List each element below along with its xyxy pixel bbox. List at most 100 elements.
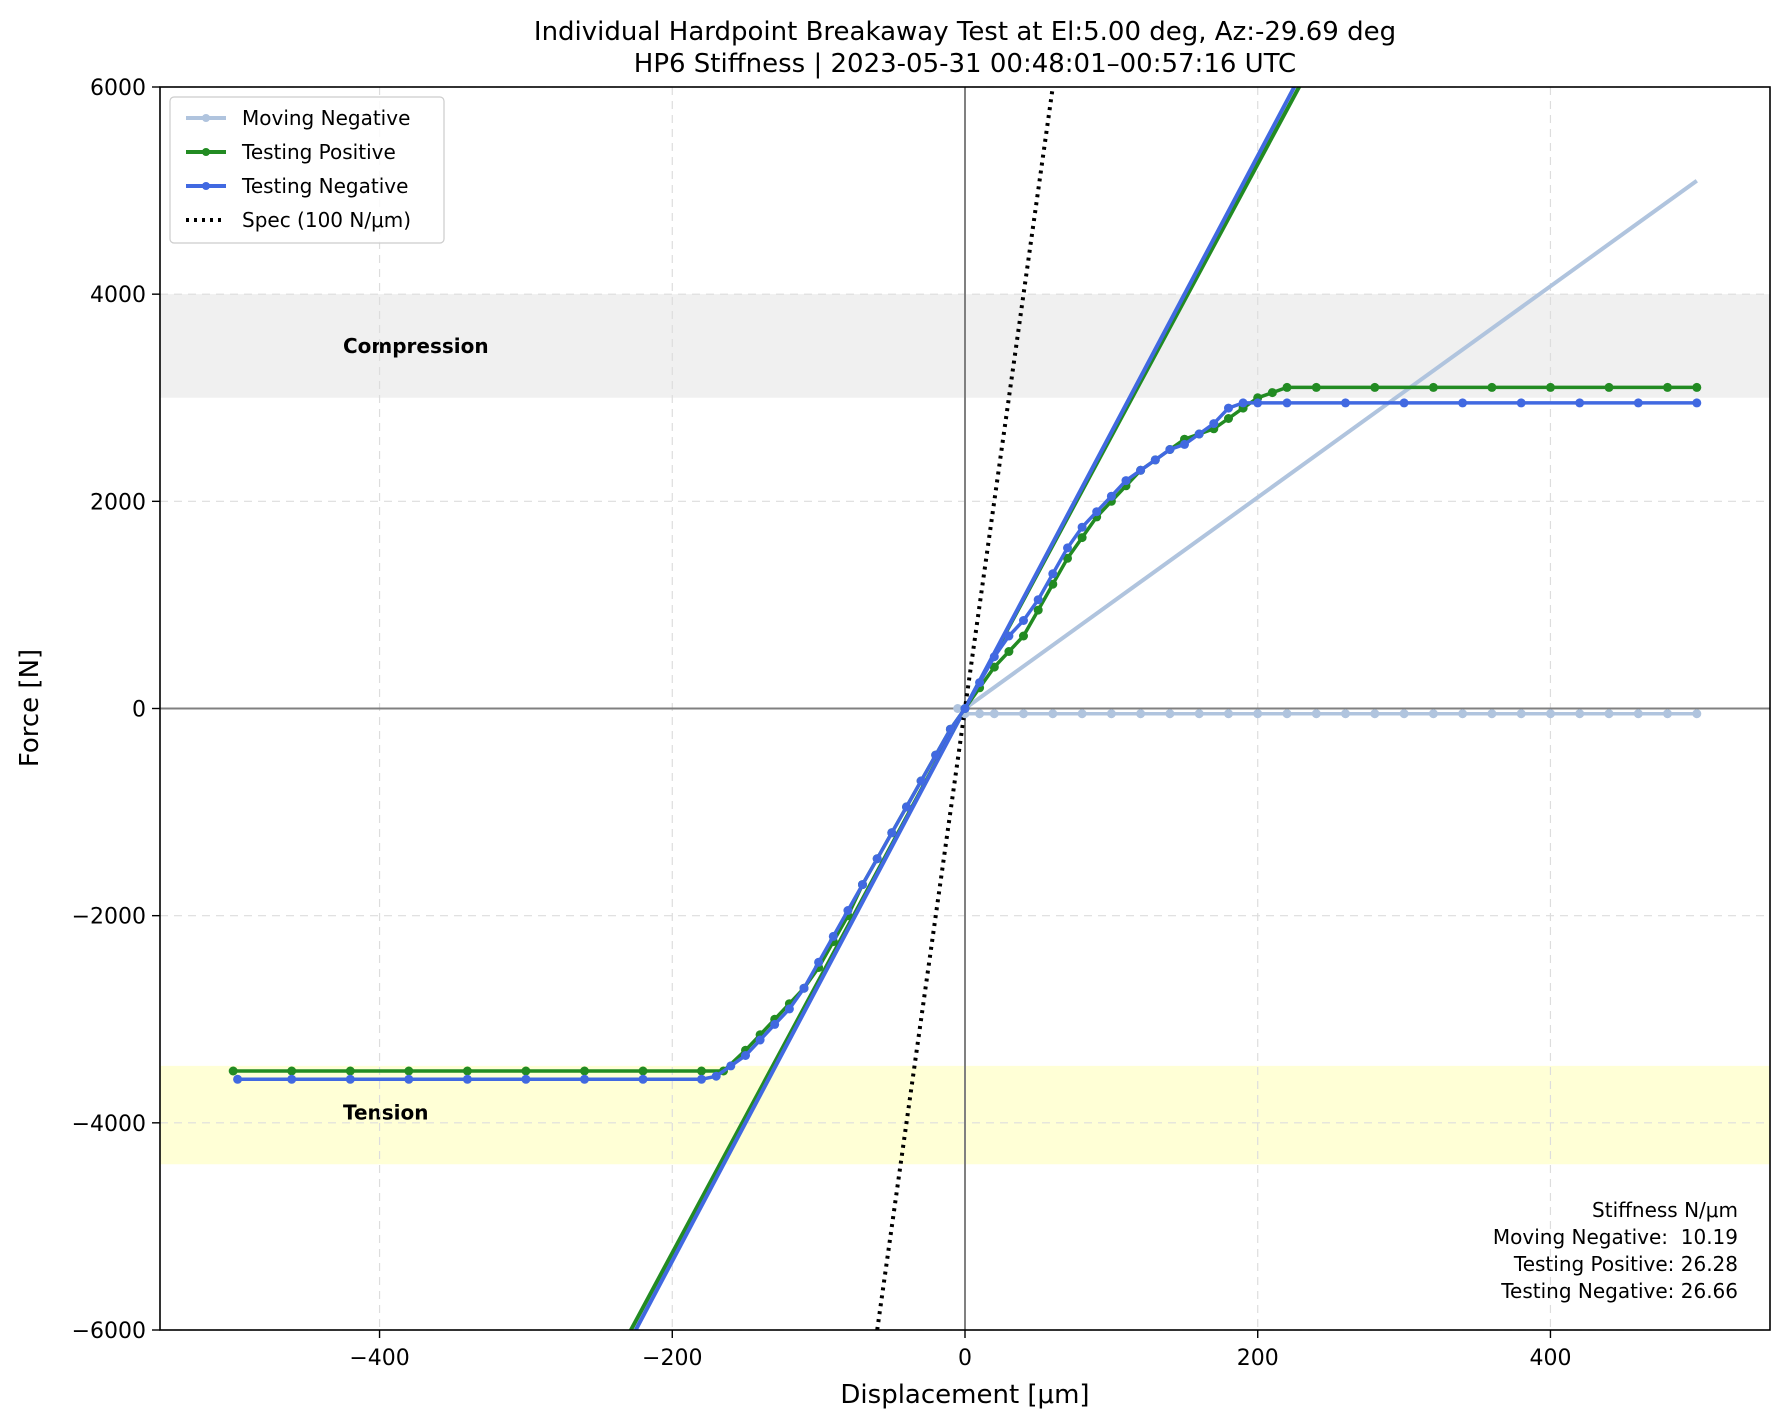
data-point-testing-negative [1194,429,1204,439]
legend-item-testing-positive: Testing Positive [186,140,396,164]
data-point-testing-positive [521,1066,531,1076]
data-point-testing-positive [638,1066,648,1076]
data-point-testing-negative [1063,543,1072,553]
data-point-moving-negative [1487,709,1497,719]
legend-label-spec: Spec (100 N/μm) [242,208,411,232]
data-point-testing-positive [1604,382,1614,392]
data-point-testing-negative [1180,439,1189,449]
data-point-testing-negative [931,750,941,760]
data-point-moving-negative [1253,709,1263,719]
data-point-testing-negative [784,1004,794,1014]
data-point-testing-negative [638,1074,648,1084]
legend-label-testing-positive: Testing Positive [241,140,396,164]
data-point-testing-positive [1019,631,1028,641]
stiffness-testing-negative: Testing Negative: 26.66 [1500,1279,1738,1303]
data-point-testing-positive [1077,533,1087,543]
series-line-moving-negative [956,707,1697,716]
chart-title: Individual Hardpoint Breakaway Test at E… [534,17,1396,47]
stiffness-testing-positive: Testing Positive: 26.28 [1513,1252,1738,1276]
stiffness-title: Stiffness N/μm [1592,1198,1738,1222]
data-point-testing-negative [404,1074,414,1084]
data-point-testing-negative [1458,398,1468,408]
data-point-testing-positive [1267,388,1277,398]
data-point-testing-negative [858,880,867,890]
series-line-testing-negative [237,401,1697,1082]
data-point-moving-negative [1282,709,1292,719]
data-point-testing-positive [1033,605,1043,615]
data-point-testing-negative [887,828,897,838]
data-point-moving-negative [1106,709,1116,719]
x-tick-label: 0 [958,1346,972,1371]
y-axis-ticks: −6000 −4000 −2000 0 2000 4000 6000 [72,76,160,1344]
data-point-testing-negative [1165,445,1175,454]
data-point-moving-negative [1604,709,1614,719]
data-point-testing-positive [989,662,999,672]
data-point-testing-negative [989,652,999,662]
data-point-testing-negative [1516,398,1526,408]
data-point-moving-negative [1224,709,1233,719]
data-point-moving-negative [1516,709,1526,719]
stiffness-summary: Stiffness N/μm Moving Negative: 10.19 Te… [1493,1198,1738,1303]
data-point-moving-negative [1048,709,1058,719]
data-point-moving-negative [1399,709,1409,719]
data-point-testing-negative [1004,631,1014,641]
data-point-testing-negative [1019,616,1028,625]
data-point-testing-negative [345,1074,355,1084]
data-point-testing-negative [1282,398,1292,408]
x-tick-label: 200 [1237,1346,1279,1371]
data-point-testing-negative [233,1074,243,1084]
data-point-moving-negative [1428,709,1438,719]
data-point-testing-negative [1575,398,1585,408]
data-point-testing-negative [755,1035,765,1045]
data-point-testing-negative [872,854,882,864]
y-tick-label: 6000 [90,76,146,101]
y-tick-label: 4000 [90,283,146,308]
series-layer [228,87,1702,1330]
data-point-moving-negative [953,704,963,713]
y-tick-label: 2000 [90,490,146,515]
data-point-moving-negative [1165,709,1175,719]
data-point-testing-negative [697,1074,706,1084]
chart-subtitle: HP6 Stiffness | 2023-05-31 00:48:01–00:5… [634,49,1296,79]
data-point-testing-negative [1224,403,1233,413]
data-point-testing-positive [404,1066,414,1076]
data-point-testing-negative [1033,595,1043,605]
zone-label-tension: Tension [343,1100,429,1124]
fit-line-3 [963,179,1698,711]
data-point-testing-negative [711,1071,721,1081]
data-point-testing-negative [1399,398,1409,408]
data-point-testing-negative [726,1061,736,1071]
data-point-testing-negative [1106,491,1116,501]
data-point-testing-negative [1150,455,1160,465]
data-point-testing-positive [228,1066,238,1076]
data-point-testing-positive [1048,579,1058,589]
data-point-testing-negative [287,1074,297,1084]
data-point-testing-positive [1004,647,1014,656]
y-tick-label: −4000 [72,1112,146,1137]
data-point-testing-negative [1341,398,1350,408]
y-tick-label: −2000 [72,905,146,930]
data-point-testing-positive [1370,382,1380,392]
legend-item-testing-negative: Testing Negative [186,174,408,198]
data-point-testing-negative [1253,398,1263,408]
data-point-testing-positive [462,1066,472,1076]
legend-label-testing-negative: Testing Negative [241,174,408,198]
data-point-moving-negative [1546,709,1555,719]
x-tick-label: 400 [1529,1346,1571,1371]
data-point-moving-negative [1019,709,1028,719]
data-point-moving-negative [1458,709,1468,719]
data-point-testing-negative [1633,398,1643,408]
data-point-testing-negative [916,776,926,786]
y-axis-label: Force [N] [15,649,45,767]
data-point-testing-positive [1546,382,1555,392]
data-point-testing-negative [1136,465,1146,475]
legend-item-spec: Spec (100 N/μm) [186,208,411,232]
data-point-moving-negative [1311,709,1321,719]
data-point-moving-negative [1575,709,1585,719]
stiffness-moving-negative: Moving Negative: 10.19 [1493,1225,1738,1249]
data-point-testing-negative [1238,398,1248,408]
data-point-moving-negative [989,709,999,719]
data-point-testing-negative [945,724,955,734]
data-point-moving-negative [1633,709,1643,719]
data-point-testing-negative [799,983,809,993]
